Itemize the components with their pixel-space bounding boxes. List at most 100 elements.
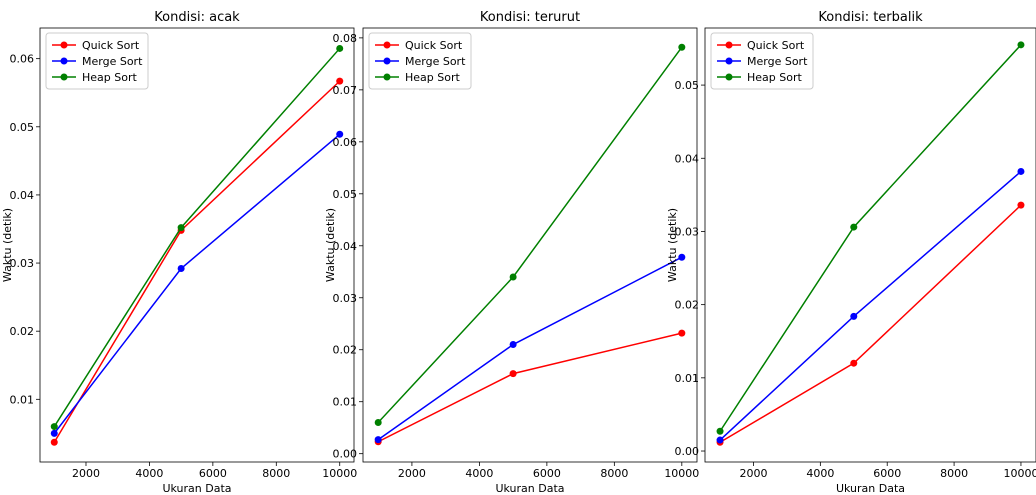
x-tick-label: 6000 <box>533 467 561 480</box>
y-tick-label: 0.05 <box>675 79 700 92</box>
axes-frame <box>704 27 1036 463</box>
data-point <box>177 224 185 232</box>
data-point <box>678 43 686 51</box>
x-tick-label: 4000 <box>135 467 163 480</box>
legend-box <box>710 32 814 90</box>
series-line-2 <box>719 170 1022 441</box>
plot-area <box>716 41 1025 446</box>
y-tick-label: 0.07 <box>333 84 358 97</box>
legend-label: Merge Sort <box>405 55 466 68</box>
x-tick-label: 2000 <box>739 467 767 480</box>
data-point <box>1017 167 1025 175</box>
y-tick-label: 0.03 <box>675 225 700 238</box>
x-tick-label: 10000 <box>664 467 699 480</box>
series-line-1 <box>377 332 682 443</box>
legend-box <box>45 32 149 90</box>
data-point <box>716 436 724 444</box>
y-tick-label: 0.01 <box>10 393 35 406</box>
legend-label: Merge Sort <box>82 55 143 68</box>
y-tick-label: 0.08 <box>333 32 358 45</box>
data-point <box>678 329 686 337</box>
data-point <box>374 436 382 444</box>
x-tick-label: 10000 <box>322 467 357 480</box>
data-point <box>850 223 858 231</box>
subplot-3: Kondisi: terbalik 2000 4000 6000 8000 10000 0.… <box>666 10 1036 495</box>
x-tick-label: 2000 <box>72 467 100 480</box>
legend-label: Heap Sort <box>405 71 460 84</box>
chart-title: Kondisi: terurut <box>480 10 580 25</box>
y-tick-label: 0.06 <box>10 53 35 66</box>
data-point <box>1017 201 1025 209</box>
data-point <box>850 359 858 367</box>
x-axis-label: Ukuran Data <box>162 482 231 495</box>
x-tick-label: 2000 <box>398 467 426 480</box>
x-tick-label: 6000 <box>199 467 227 480</box>
y-tick-label: 0.02 <box>10 325 35 338</box>
y-tick-label: 0.01 <box>333 396 358 409</box>
data-point <box>678 253 686 261</box>
legend-marker <box>383 57 391 65</box>
x-tick-label: 8000 <box>940 467 968 480</box>
data-point <box>336 44 344 52</box>
data-point <box>177 265 185 273</box>
legend-marker <box>60 41 68 49</box>
legend-marker <box>60 73 68 81</box>
series-line-3 <box>719 44 1022 432</box>
data-point <box>509 370 517 378</box>
data-point <box>1017 41 1025 49</box>
x-tick-label: 4000 <box>806 467 834 480</box>
plot-area <box>374 43 686 446</box>
x-axis-label: Ukuran Data <box>836 482 905 495</box>
chart-title: Kondisi: acak <box>154 10 240 25</box>
legend-label: Merge Sort <box>747 55 808 68</box>
subplot-2: Kondisi: terurut 2000 4000 6000 8000 10000 0.0… <box>324 10 699 495</box>
data-point <box>50 429 58 437</box>
data-point <box>850 312 858 320</box>
y-tick-label: 0.02 <box>333 344 358 357</box>
legend-label: Quick Sort <box>747 39 805 52</box>
subplot-1: Kondisi: acak 2000 4000 6000 8000 10000 0.01 0.… <box>1 10 357 495</box>
series-line-3 <box>377 46 683 424</box>
legend-marker <box>725 73 733 81</box>
y-tick-label: 0.03 <box>333 292 358 305</box>
y-tick-label: 0.04 <box>675 152 700 165</box>
y-tick-label: 0.06 <box>333 136 358 149</box>
series-line-2 <box>53 133 341 434</box>
y-axis-label: Waktu (detik) <box>324 208 337 282</box>
y-tick-label: 0.03 <box>10 257 35 270</box>
y-tick-label: 0.02 <box>675 299 700 312</box>
x-tick-label: 8000 <box>600 467 628 480</box>
legend-label: Heap Sort <box>82 71 137 84</box>
x-tick-label: 6000 <box>873 467 901 480</box>
legend-marker <box>725 57 733 65</box>
data-point <box>509 273 517 281</box>
chart-title: Kondisi: terbalik <box>818 10 923 25</box>
legend-marker <box>725 41 733 49</box>
y-tick-label: 0.05 <box>333 188 358 201</box>
axes-frame <box>39 27 355 463</box>
x-tick-label: 10000 <box>1003 467 1036 480</box>
x-axis-label: Ukuran Data <box>495 482 564 495</box>
y-tick-label: 0.00 <box>675 445 700 458</box>
axes-frame <box>362 27 698 463</box>
data-point <box>374 418 382 426</box>
legend-box <box>368 32 472 90</box>
y-tick-label: 0.05 <box>10 121 35 134</box>
legend-label: Quick Sort <box>405 39 463 52</box>
legend-marker <box>383 41 391 49</box>
y-axis-label: Waktu (detik) <box>666 208 679 282</box>
series-line-1 <box>53 80 341 443</box>
legend-marker <box>60 57 68 65</box>
data-point <box>50 438 58 446</box>
y-tick-label: 0.04 <box>333 240 358 253</box>
data-point <box>336 130 344 138</box>
legend-label: Heap Sort <box>747 71 802 84</box>
y-tick-label: 0.01 <box>675 372 700 385</box>
series-line-1 <box>719 204 1022 443</box>
data-point <box>509 341 517 349</box>
y-axis-label: Waktu (detik) <box>1 208 14 282</box>
y-tick-label: 0.00 <box>333 448 358 461</box>
data-point <box>336 77 344 85</box>
y-tick-label: 0.04 <box>10 189 35 202</box>
